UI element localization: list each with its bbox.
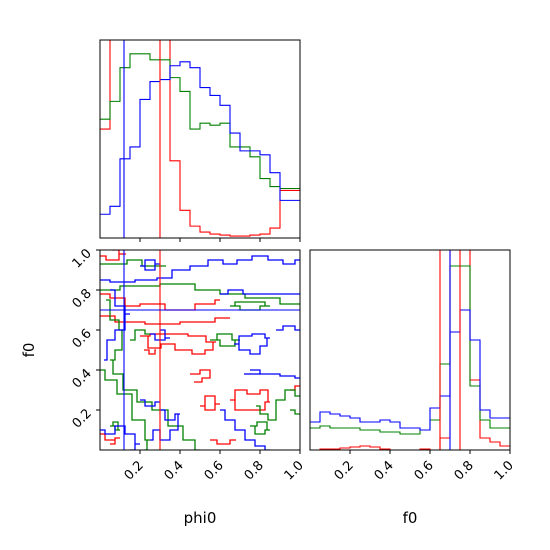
x-tick-label: 0.8 <box>242 458 267 483</box>
contour-red-line <box>100 293 220 311</box>
x-tick-label: 0.2 <box>332 458 357 483</box>
contour-red-line <box>210 439 236 445</box>
y-axis-label: f0 <box>20 343 38 358</box>
contour-blue-line <box>220 409 270 450</box>
contour-blue-line <box>234 333 270 355</box>
contour-green-line <box>290 409 300 415</box>
y-tick-label: 0.8 <box>70 286 95 311</box>
hist-series-blue-line <box>100 61 300 215</box>
x-tick-label: 1.0 <box>492 458 517 483</box>
contour-plot-area <box>100 250 300 450</box>
hist-series-green-line <box>310 265 510 435</box>
contour-green-line <box>250 421 270 435</box>
contour-blue-line <box>150 329 170 341</box>
contour-blue-line <box>276 325 300 331</box>
contour-green-line <box>256 389 300 421</box>
contour-blue-line <box>220 289 300 295</box>
x-tick-label: 0.4 <box>372 458 397 483</box>
x-tick-label: 0.6 <box>202 458 227 483</box>
y-tick-label: 0.4 <box>70 366 95 391</box>
contour-blue-line <box>250 369 300 379</box>
x-axis-label: phi0 <box>184 509 217 527</box>
hist_f0-frame <box>309 249 511 451</box>
contour-red-line <box>100 250 126 261</box>
x-tick-label: 0.6 <box>412 458 437 483</box>
contour-red-line <box>140 333 216 355</box>
contour-blue-line <box>140 259 160 271</box>
contour-red-line <box>200 395 220 411</box>
contour-red-line <box>144 349 156 355</box>
hist_phi0-plot-area <box>100 40 300 238</box>
contour-green-line <box>210 333 240 347</box>
hist-series-blue-line <box>310 309 510 431</box>
histogram-phi0-panel <box>99 39 301 242</box>
y-tick-label: 0.6 <box>70 326 95 351</box>
contour-blue-line <box>100 255 300 283</box>
contour-blue-line <box>100 425 140 450</box>
contour-green-line <box>100 259 166 267</box>
contour-red-line <box>190 369 211 383</box>
contour-red-line <box>230 389 270 411</box>
hist-series-red-line <box>100 40 300 237</box>
x-tick-label: 0.8 <box>452 458 477 483</box>
hist_f0-plot-area <box>310 250 510 450</box>
contour-blue-line <box>104 289 130 361</box>
x-axis-label: f0 <box>403 509 418 527</box>
contour-green-line <box>130 329 150 341</box>
contour-green-line <box>100 369 150 450</box>
hist-series-green-line <box>100 53 300 190</box>
contour-frame <box>99 249 301 451</box>
hist_phi0-frame <box>99 39 301 239</box>
x-tick-label: 0.4 <box>162 458 187 483</box>
contour-blue-line <box>150 409 180 441</box>
contour-phi0-f0-panel: 0.2 0.4 0.6 0.8 1.0 0.2 0.4 0.6 0.8 1.0 phi0 f0 <box>20 246 307 527</box>
contour-green-line <box>100 283 300 305</box>
histogram-f0-panel: 0.2 0.4 0.6 0.8 1.0 f0 <box>309 249 517 527</box>
contour-blue-line <box>140 399 160 407</box>
contour-red-line <box>100 433 120 445</box>
y-tick-label: 1.0 <box>70 246 95 271</box>
x-tick-label: 0.2 <box>122 458 147 483</box>
y-tick-label: 0.2 <box>70 406 95 431</box>
x-tick-label: 1.0 <box>282 458 307 483</box>
contour-green-line <box>230 301 270 311</box>
